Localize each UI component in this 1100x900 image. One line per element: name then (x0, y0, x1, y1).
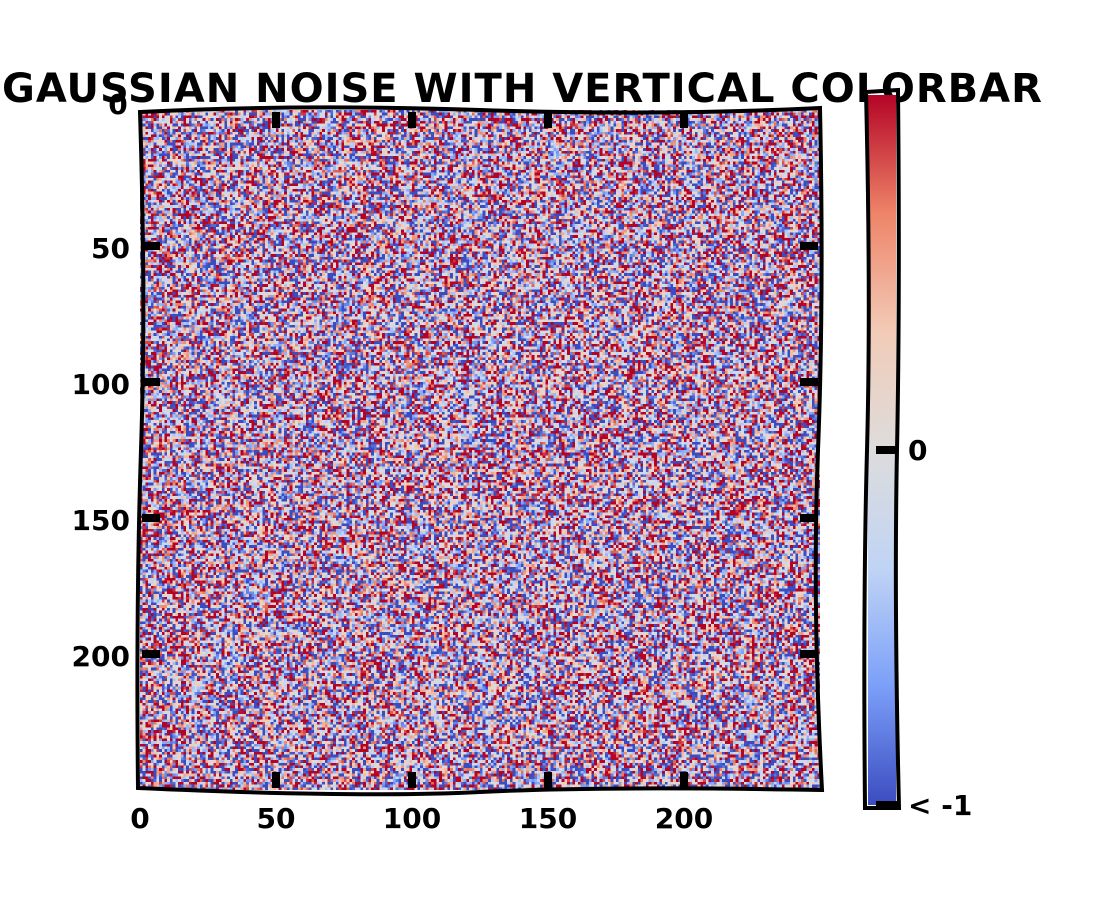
x-tick-label: 200 (655, 802, 713, 835)
colorbar-tick-label: < -1 (908, 789, 972, 822)
x-tick-mark (272, 772, 280, 788)
y-tick-mark (800, 650, 818, 658)
y-tick-label: 50 (91, 232, 130, 265)
x-tick-mark (544, 772, 552, 788)
x-tick-mark (680, 772, 688, 788)
y-tick-label: 0 (108, 88, 127, 121)
x-tick-mark (680, 112, 688, 128)
colorbar-ticks: 0 < -1 (876, 434, 972, 822)
x-tick-mark (408, 772, 416, 788)
x-tick-mark (544, 112, 552, 128)
heatmap-panel: 0 50 100 150 200 0 50 100 150 200 (72, 88, 825, 835)
x-tick-mark (272, 112, 280, 128)
y-tick-label: 200 (72, 640, 130, 673)
x-tick-label: 150 (519, 802, 577, 835)
y-tick-mark (800, 242, 818, 250)
y-tick-mark (142, 378, 160, 386)
y-tick-mark (800, 514, 818, 522)
x-tick-label: 100 (383, 802, 441, 835)
x-tick-mark (408, 112, 416, 128)
heatmap-frame (135, 105, 825, 797)
y-tick-mark (142, 242, 160, 250)
y-tick-mark (142, 514, 160, 522)
x-axis: 0 50 100 150 200 (130, 112, 713, 835)
y-tick-mark (800, 378, 818, 386)
y-tick-mark (142, 650, 160, 658)
y-tick-label: 150 (72, 504, 130, 537)
colorbar-frame (862, 87, 902, 810)
y-axis: 0 50 100 150 200 (72, 88, 818, 673)
x-tick-label: 0 (130, 802, 149, 835)
y-tick-label: 100 (72, 368, 130, 401)
colorbar-tick-mark (876, 446, 898, 454)
heatmap-image (140, 110, 820, 790)
colorbar-tick-mark (876, 801, 898, 809)
x-tick-label: 50 (257, 802, 296, 835)
colorbar: 0 < -1 (862, 87, 972, 822)
colorbar-tick-label: 0 (908, 434, 927, 467)
